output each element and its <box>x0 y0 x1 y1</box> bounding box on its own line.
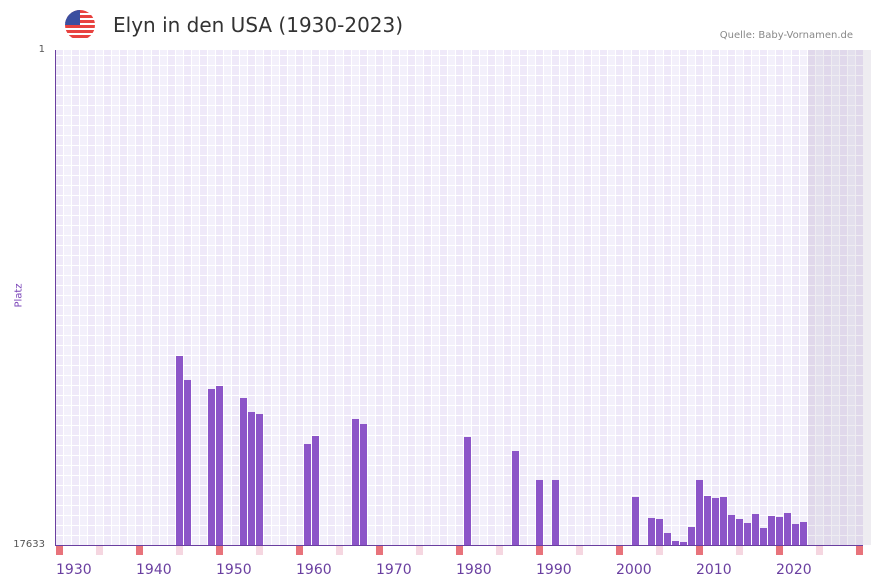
bar-2019 <box>768 515 775 545</box>
x-tick-label: 2020 <box>776 562 812 578</box>
y-axis <box>55 50 56 546</box>
x-axis <box>55 545 863 546</box>
bar-1990 <box>536 480 543 545</box>
future-shaded-region <box>808 50 871 545</box>
decade-marker <box>216 546 223 555</box>
chart-title: Elyn in den USA (1930-2023) <box>113 13 404 37</box>
y-axis-label: Platz <box>13 283 25 308</box>
x-tick-label: 2000 <box>616 562 652 578</box>
x-tick-label: 1960 <box>296 562 332 578</box>
bar-2017 <box>752 514 759 545</box>
half-decade-marker <box>576 546 583 555</box>
decade-marker <box>696 546 703 555</box>
half-decade-marker <box>176 546 183 555</box>
bar-2004 <box>648 517 655 545</box>
x-tick-label: 1980 <box>456 562 492 578</box>
bar-2005 <box>656 519 663 545</box>
bar-1987 <box>512 450 519 545</box>
bar-2009 <box>688 527 695 545</box>
bar-1961 <box>304 443 311 545</box>
decade-marker <box>616 546 623 555</box>
half-decade-marker <box>656 546 663 555</box>
half-decade-marker <box>336 546 343 555</box>
decade-marker <box>856 546 863 555</box>
bar-1968 <box>360 424 367 545</box>
bar-2022 <box>792 524 799 545</box>
y-tick-bottom: 17633 <box>13 539 45 550</box>
decade-marker <box>456 546 463 555</box>
bar-1955 <box>256 414 263 545</box>
bar-2002 <box>632 496 639 545</box>
half-decade-marker <box>256 546 263 555</box>
bar-2013 <box>720 496 727 545</box>
bar-2010 <box>696 480 703 545</box>
bar-1945 <box>176 356 183 545</box>
bar-2006 <box>664 533 671 545</box>
decade-marker <box>536 546 543 555</box>
bar-1962 <box>312 435 319 545</box>
x-tick-label: 1930 <box>56 562 92 578</box>
us-flag-icon <box>65 10 95 40</box>
bar-1981 <box>464 436 471 545</box>
bar-2018 <box>760 527 767 545</box>
bar-2023 <box>800 522 807 545</box>
plot-area <box>56 50 871 545</box>
bar-2015 <box>736 519 743 545</box>
bar-2021 <box>784 512 791 545</box>
bar-1949 <box>208 388 215 545</box>
bar-1953 <box>240 398 247 545</box>
bar-2020 <box>776 517 783 545</box>
decade-marker <box>376 546 383 555</box>
bar-1967 <box>352 419 359 545</box>
bar-2014 <box>728 514 735 545</box>
bar-2016 <box>744 523 751 545</box>
half-decade-marker <box>736 546 743 555</box>
decade-marker <box>136 546 143 555</box>
x-tick-label: 1940 <box>136 562 172 578</box>
decade-marker <box>776 546 783 555</box>
decade-marker <box>56 546 63 555</box>
bar-1992 <box>552 480 559 545</box>
source-label: Quelle: Baby-Vornamen.de <box>719 30 853 41</box>
x-tick-label: 2010 <box>696 562 732 578</box>
x-tick-label: 1950 <box>216 562 252 578</box>
bar-1954 <box>248 411 255 545</box>
year-marker-strip <box>56 546 863 555</box>
half-decade-marker <box>96 546 103 555</box>
half-decade-marker <box>416 546 423 555</box>
x-tick-label: 1970 <box>376 562 412 578</box>
bar-2007 <box>672 541 679 545</box>
half-decade-marker <box>496 546 503 555</box>
decade-marker <box>296 546 303 555</box>
bar-2011 <box>704 496 711 545</box>
bar-2008 <box>680 541 687 545</box>
half-decade-marker <box>816 546 823 555</box>
y-tick-top: 1 <box>38 44 45 55</box>
bar-1950 <box>216 385 223 545</box>
bar-2012 <box>712 498 719 545</box>
bar-1946 <box>184 379 191 545</box>
x-tick-label: 1990 <box>536 562 572 578</box>
